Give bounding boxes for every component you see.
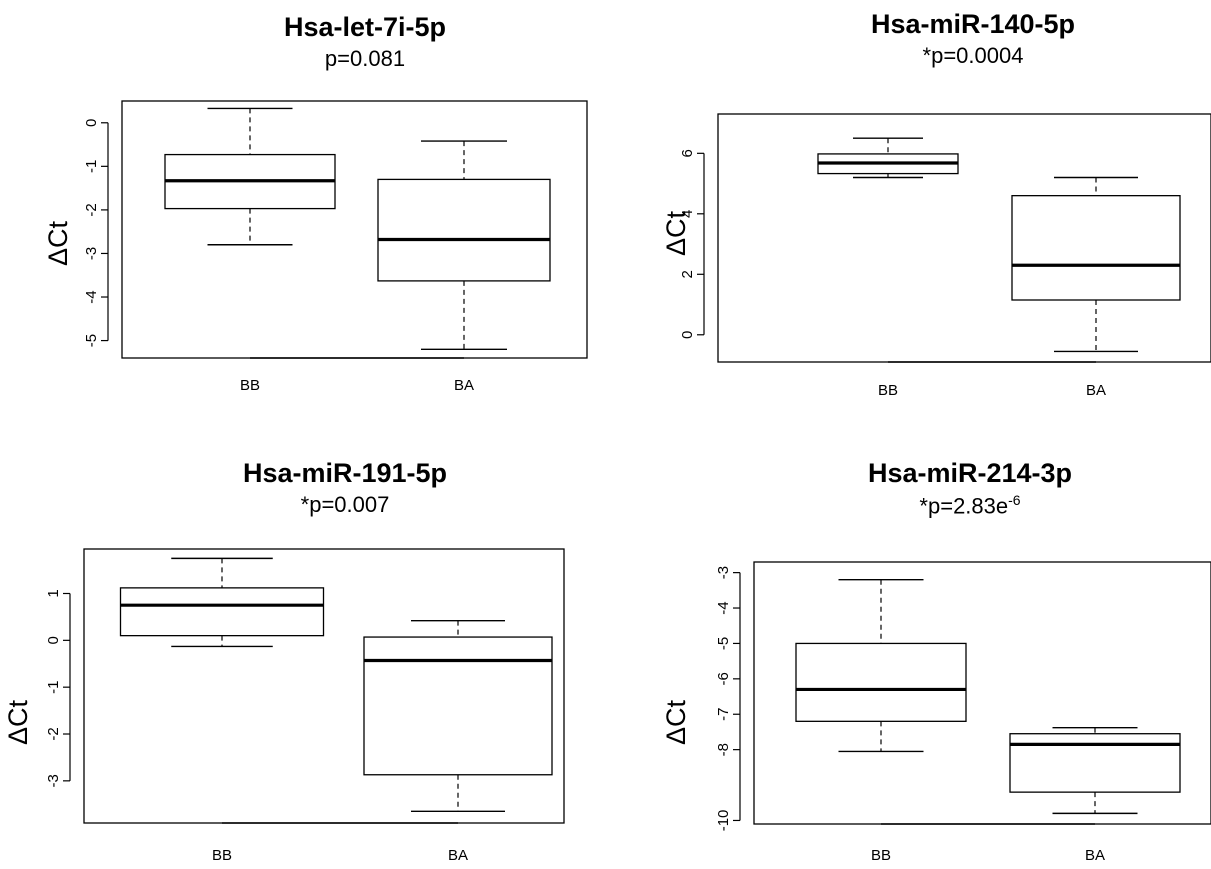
y-tick-label: -2 <box>83 203 100 216</box>
x-tick-label: BA <box>1086 382 1106 399</box>
chart-pvalue: *p=2.83e-6 <box>790 492 1150 519</box>
iqr-box <box>119 587 325 637</box>
boxplot-panel-miR-140: 6 4 2 0 BB BA Hsa-miR-140-5p *p=0.0004 ΔCt <box>600 0 1211 425</box>
y-tick-label: -3 <box>715 566 732 579</box>
y-tick-label: -1 <box>45 680 62 693</box>
y-tick-label: 4 <box>679 210 696 218</box>
chart-title: Hsa-miR-140-5p <box>870 9 1076 39</box>
y-tick-label: -5 <box>715 637 732 650</box>
x-tick-label: BB <box>871 847 891 864</box>
y-tick-label: -4 <box>83 290 100 303</box>
y-tick-label: -4 <box>715 601 732 614</box>
x-tick-label: BB <box>878 382 898 399</box>
x-tick-label: BA <box>1085 847 1105 864</box>
y-tick-label: -2 <box>45 727 62 740</box>
boxplot-panel-miR-214: -3 -4 -5 -6 -7 -8 -10 BB BA Hsa-miR-214-3p *p=2.… <box>600 430 1211 869</box>
y-axis-label: ΔCt <box>3 699 34 746</box>
boxplot-miR-214-svg: -3 -4 -5 -6 -7 -8 -10 BB BA <box>715 561 1211 864</box>
pvalue-base: *p=2.83e <box>919 493 1009 519</box>
x-tick-label: BA <box>454 377 474 394</box>
y-tick-label: -1 <box>83 160 100 173</box>
chart-title: Hsa-let-7i-5p <box>283 12 447 42</box>
y-tick-label: 0 <box>45 636 62 644</box>
y-tick-label: -3 <box>45 774 62 787</box>
iqr-box <box>795 642 967 722</box>
y-axis-label: ΔCt <box>661 699 692 746</box>
chart-pvalue: *p=0.007 <box>300 492 390 517</box>
chart-pvalue: p=0.081 <box>324 46 406 71</box>
boxplot-miR-191-svg: 1 0 -1 -2 -3 BB BA <box>45 548 565 864</box>
chart-title: Hsa-miR-191-5p <box>242 458 448 488</box>
y-tick-label: -5 <box>83 334 100 347</box>
y-tick-label: -3 <box>83 247 100 260</box>
chart-pvalue: *p=0.0004 <box>922 43 1024 68</box>
y-axis-label: ΔCt <box>43 220 74 267</box>
y-tick-label: -10 <box>715 810 732 832</box>
y-tick-label: -8 <box>715 743 732 756</box>
y-tick-label: 6 <box>679 149 696 157</box>
x-tick-label: BA <box>448 847 468 864</box>
x-tick-label: BB <box>212 847 232 864</box>
iqr-box <box>1011 195 1181 301</box>
y-tick-label: 0 <box>83 119 100 127</box>
y-tick-label: -6 <box>715 672 732 685</box>
y-tick-label: 1 <box>45 589 62 597</box>
x-tick-label: BB <box>240 377 260 394</box>
y-axis-label: ΔCt <box>661 210 692 257</box>
boxplot-miR-140-svg: 6 4 2 0 BB BA <box>679 113 1211 399</box>
y-tick-label: 0 <box>679 331 696 339</box>
y-tick-label: -7 <box>715 708 732 721</box>
boxplot-panel-let-7i: 0 -1 -2 -3 -4 -5 BB BA Hsa-let-7i-5p p=0.081 ΔC… <box>0 0 600 425</box>
iqr-box <box>1009 733 1181 793</box>
iqr-box <box>363 636 553 776</box>
chart-title: Hsa-miR-214-3p <box>867 458 1073 488</box>
iqr-box <box>377 178 551 282</box>
pvalue-exponent: -6 <box>1008 492 1021 508</box>
y-tick-label: 2 <box>679 270 696 278</box>
boxplot-let-7i-svg: 0 -1 -2 -3 -4 -5 BB BA <box>83 100 588 394</box>
boxplot-panel-miR-191: 1 0 -1 -2 -3 BB BA Hsa-miR-191-5p *p=0.007 ΔCt <box>0 430 600 869</box>
